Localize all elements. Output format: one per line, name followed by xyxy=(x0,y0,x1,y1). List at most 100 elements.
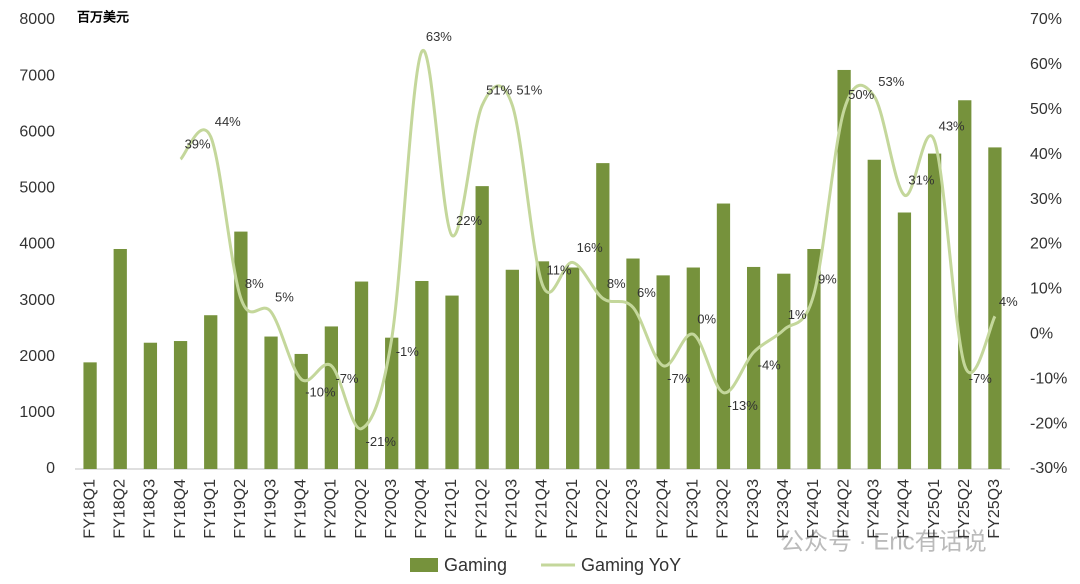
y-tick-label: 7000 xyxy=(19,67,55,84)
value-label: 8% xyxy=(245,276,264,291)
y2-tick-label: 50% xyxy=(1030,101,1062,118)
value-label: -7% xyxy=(667,371,691,386)
bar xyxy=(354,281,369,469)
value-label: 51% xyxy=(486,83,512,98)
bar xyxy=(113,248,127,469)
x-tick-label: FY18Q3 xyxy=(142,479,159,539)
bar xyxy=(234,231,248,469)
x-tick-label: FY24Q4 xyxy=(896,479,913,539)
y2-tick-label: -30% xyxy=(1030,460,1067,477)
value-label: 31% xyxy=(908,173,934,188)
y2-tick-label: 20% xyxy=(1030,236,1062,253)
x-tick-label: FY18Q1 xyxy=(81,479,98,539)
value-label: 8% xyxy=(607,276,626,291)
x-tick-label: FY19Q1 xyxy=(202,479,219,539)
x-tick-label: FY20Q2 xyxy=(353,479,370,539)
y-tick-label: 5000 xyxy=(19,180,55,197)
y-tick-label: 2000 xyxy=(19,348,55,365)
value-label: 16% xyxy=(577,240,603,255)
bar xyxy=(294,353,308,469)
legend-label: Gaming YoY xyxy=(581,555,681,575)
bar xyxy=(777,273,791,469)
value-label: 39% xyxy=(185,137,211,152)
y2-tick-label: 60% xyxy=(1030,56,1062,73)
bar xyxy=(264,336,278,469)
x-tick-label: FY21Q3 xyxy=(504,479,521,539)
value-label: 50% xyxy=(848,87,874,102)
bar xyxy=(475,186,489,469)
x-tick-label: FY20Q1 xyxy=(323,479,340,539)
value-label: 0% xyxy=(697,312,716,327)
bar xyxy=(988,147,1002,469)
bar xyxy=(686,267,700,469)
bar xyxy=(505,269,519,469)
line xyxy=(179,49,997,431)
bar xyxy=(897,212,912,470)
bar xyxy=(596,163,610,469)
x-tick-label: FY21Q4 xyxy=(534,479,551,539)
value-label: 63% xyxy=(426,29,452,44)
value-label: -21% xyxy=(366,434,397,449)
y-tick-label: 3000 xyxy=(19,292,55,309)
x-tick-label: FY18Q2 xyxy=(111,479,128,539)
x-tick-label: FY25Q1 xyxy=(926,479,943,539)
value-label: 43% xyxy=(939,119,965,134)
x-tick-label: FY25Q2 xyxy=(956,479,973,539)
x-tick-label: FY22Q1 xyxy=(564,479,581,539)
x-tick-label: FY18Q4 xyxy=(172,479,189,539)
y-tick-label: 8000 xyxy=(19,11,55,28)
x-tick-label: FY20Q4 xyxy=(413,479,430,539)
y-tick-label: 0 xyxy=(46,460,55,477)
y2-tick-label: 70% xyxy=(1030,11,1062,28)
x-tick-label: FY22Q4 xyxy=(654,479,671,539)
y-tick-label: 6000 xyxy=(19,123,55,140)
bar xyxy=(385,337,399,469)
value-label: 9% xyxy=(818,271,837,286)
bar xyxy=(566,267,580,469)
legend-swatch xyxy=(410,558,438,572)
x-tick-label: FY24Q2 xyxy=(835,479,852,539)
bar xyxy=(445,295,459,469)
y2-tick-label: -20% xyxy=(1030,415,1067,432)
bar xyxy=(867,159,881,469)
watermark: 公众号 · Eric有话说 xyxy=(780,528,987,555)
bar xyxy=(958,100,972,469)
value-label: -13% xyxy=(727,398,758,413)
x-tick-label: FY25Q3 xyxy=(986,479,1003,539)
x-tick-label: FY22Q2 xyxy=(594,479,611,539)
bar xyxy=(656,275,670,469)
bar xyxy=(204,315,218,469)
value-label: 11% xyxy=(547,262,572,277)
value-label: -10% xyxy=(305,385,336,400)
bar xyxy=(143,342,158,469)
bar xyxy=(716,203,731,469)
bar xyxy=(535,261,550,469)
value-label: 44% xyxy=(215,114,241,129)
value-label: 6% xyxy=(637,285,656,300)
bar xyxy=(746,266,761,469)
bar xyxy=(837,69,851,470)
y2-tick-label: 0% xyxy=(1030,326,1053,343)
bar xyxy=(324,326,339,469)
unit-label: 百万美元 xyxy=(77,9,129,24)
value-label: -1% xyxy=(396,344,420,359)
x-tick-label: FY24Q1 xyxy=(805,479,822,539)
x-tick-label: FY20Q3 xyxy=(383,479,400,539)
x-tick-label: FY19Q3 xyxy=(262,479,279,539)
y-tick-label: 4000 xyxy=(19,236,55,253)
y2-tick-label: 30% xyxy=(1030,191,1062,208)
bar xyxy=(415,280,429,469)
value-label: -4% xyxy=(758,358,782,373)
x-tick-label: FY23Q3 xyxy=(745,479,762,539)
y2-tick-label: 40% xyxy=(1030,146,1062,163)
x-tick-label: FY24Q3 xyxy=(865,479,882,539)
x-tick-label: FY23Q2 xyxy=(715,479,732,539)
x-tick-label: FY21Q2 xyxy=(473,479,490,539)
y-tick-label: 1000 xyxy=(19,404,55,421)
y2-tick-label: -10% xyxy=(1030,370,1067,387)
x-tick-label: FY21Q1 xyxy=(443,479,460,539)
x-tick-label: FY19Q4 xyxy=(292,479,309,539)
y2-tick-label: 10% xyxy=(1030,281,1062,298)
value-label: -7% xyxy=(969,371,993,386)
